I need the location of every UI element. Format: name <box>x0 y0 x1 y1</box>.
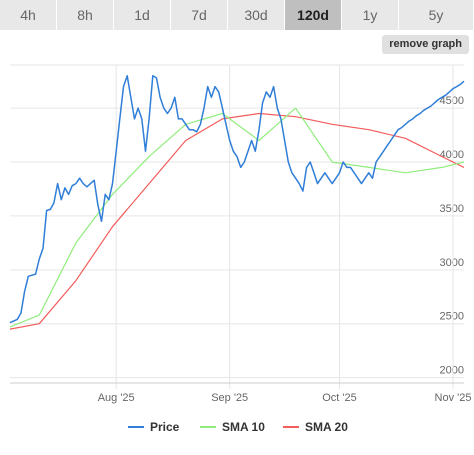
tab-1d[interactable]: 1d <box>114 0 171 30</box>
sma20-line <box>9 112 465 330</box>
y-tick-label: 2000 <box>440 365 464 377</box>
tab-7d[interactable]: 7d <box>171 0 228 30</box>
y-tick-label: 3500 <box>440 203 464 215</box>
legend-sma20-label: SMA 20 <box>305 420 348 434</box>
tab-30d[interactable]: 30d <box>228 0 285 30</box>
legend-sma10-swatch <box>200 426 216 428</box>
remove-graph-button[interactable]: remove graph <box>382 35 469 54</box>
legend-price-swatch <box>128 426 144 428</box>
tab-5y[interactable]: 5y <box>399 0 474 30</box>
tab-1y[interactable]: 1y <box>342 0 399 30</box>
y-tick-label: 4500 <box>440 95 464 107</box>
x-tick-label: Oct '25 <box>322 392 357 404</box>
legend-sma20[interactable]: SMA 20 <box>283 420 348 434</box>
legend-price[interactable]: Price <box>128 420 179 434</box>
tab-120d[interactable]: 120d <box>285 0 342 30</box>
tab-4h[interactable]: 4h <box>0 0 57 30</box>
tab-8h[interactable]: 8h <box>57 0 114 30</box>
y-tick-label: 3000 <box>440 257 464 269</box>
legend-sma10-label: SMA 10 <box>222 420 265 434</box>
y-tick-label: 4000 <box>440 149 464 161</box>
legend-sma10[interactable]: SMA 10 <box>200 420 265 434</box>
x-tick-label: Sep '25 <box>211 392 248 404</box>
x-tick-label: Nov '25 <box>435 392 472 404</box>
legend-price-label: Price <box>150 420 180 434</box>
range-tabs: 4h 8h 1d 7d 30d 120d 1y 5y <box>0 0 474 30</box>
sma10-line <box>9 107 465 328</box>
x-tick-label: Aug '25 <box>98 392 135 404</box>
legend-sma20-swatch <box>283 426 299 428</box>
price-line <box>9 75 465 324</box>
y-tick-label: 2500 <box>440 311 464 323</box>
